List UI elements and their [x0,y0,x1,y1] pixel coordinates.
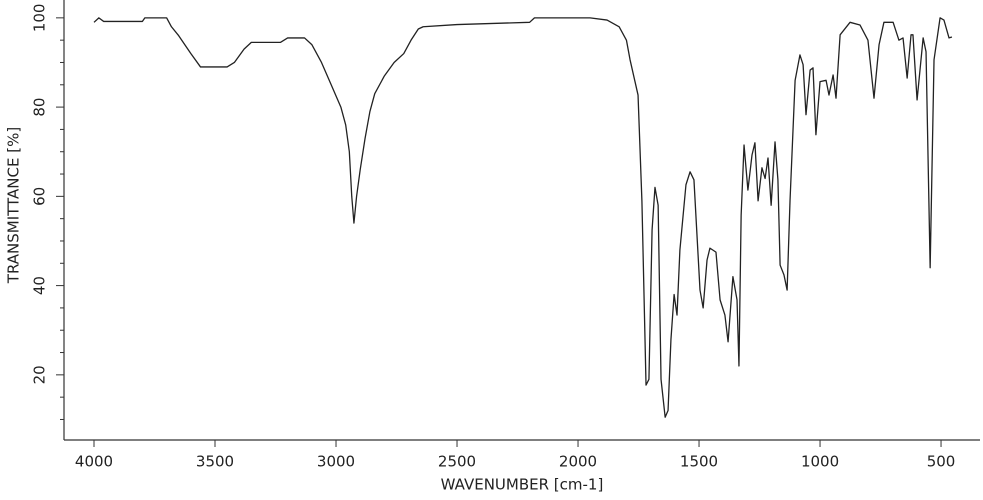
x-tick-label: 2500 [438,453,476,471]
spectrum-line [93,17,953,418]
y-axis-title: TRANSMITTANCE [%] [5,127,23,284]
y-tick-label: 40 [31,276,49,295]
x-tick-label: 500 [927,453,956,471]
y-tick-label: 80 [31,98,49,117]
y-tick-label: 20 [31,365,49,384]
x-tick-label: 2000 [559,453,597,471]
y-tick-label: 100 [31,4,49,33]
x-tick-label: 1500 [680,453,718,471]
x-axis-title: WAVENUMBER [cm-1] [441,476,604,494]
x-tick-label: 3000 [317,453,355,471]
y-tick-label: 60 [31,187,49,206]
x-tick-label: 1000 [801,453,839,471]
x-tick-label: 4000 [75,453,113,471]
x-tick-label: 3500 [196,453,234,471]
